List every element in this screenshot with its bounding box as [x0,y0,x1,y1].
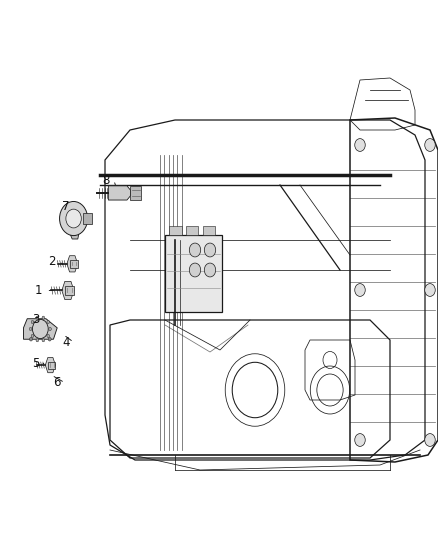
Circle shape [47,320,49,324]
Bar [165,235,222,312]
Circle shape [355,284,365,296]
Circle shape [60,201,88,236]
Text: 5: 5 [32,357,39,370]
Bar [48,361,56,369]
Text: 1: 1 [35,284,42,297]
Circle shape [29,337,32,341]
Circle shape [189,263,201,277]
Circle shape [42,316,45,319]
Circle shape [42,338,45,342]
Text: 2: 2 [48,255,56,268]
Circle shape [425,139,435,151]
Bar [203,227,215,235]
Bar [70,260,78,268]
Polygon shape [67,256,78,272]
Circle shape [31,334,34,337]
Bar [65,286,74,295]
Circle shape [36,316,39,319]
Text: 6: 6 [53,376,61,389]
Circle shape [49,327,51,330]
Text: 8: 8 [102,174,110,187]
Circle shape [204,263,215,277]
Circle shape [425,284,435,296]
Circle shape [66,209,81,228]
Polygon shape [24,319,57,339]
Bar [170,227,182,235]
Polygon shape [131,186,141,200]
Polygon shape [45,358,56,373]
Circle shape [32,319,48,338]
Circle shape [189,243,201,257]
Bar [83,213,92,224]
Text: 4: 4 [62,336,70,349]
Polygon shape [108,186,131,200]
Text: 7: 7 [62,200,70,213]
Circle shape [31,320,34,324]
Circle shape [48,337,51,341]
Circle shape [29,327,32,330]
Text: 3: 3 [32,313,39,326]
Polygon shape [62,281,74,300]
Polygon shape [67,225,81,239]
Circle shape [425,434,435,447]
Circle shape [204,243,215,257]
Circle shape [355,434,365,447]
Circle shape [47,334,49,337]
Bar [186,227,198,235]
Circle shape [36,338,39,342]
Circle shape [355,139,365,151]
